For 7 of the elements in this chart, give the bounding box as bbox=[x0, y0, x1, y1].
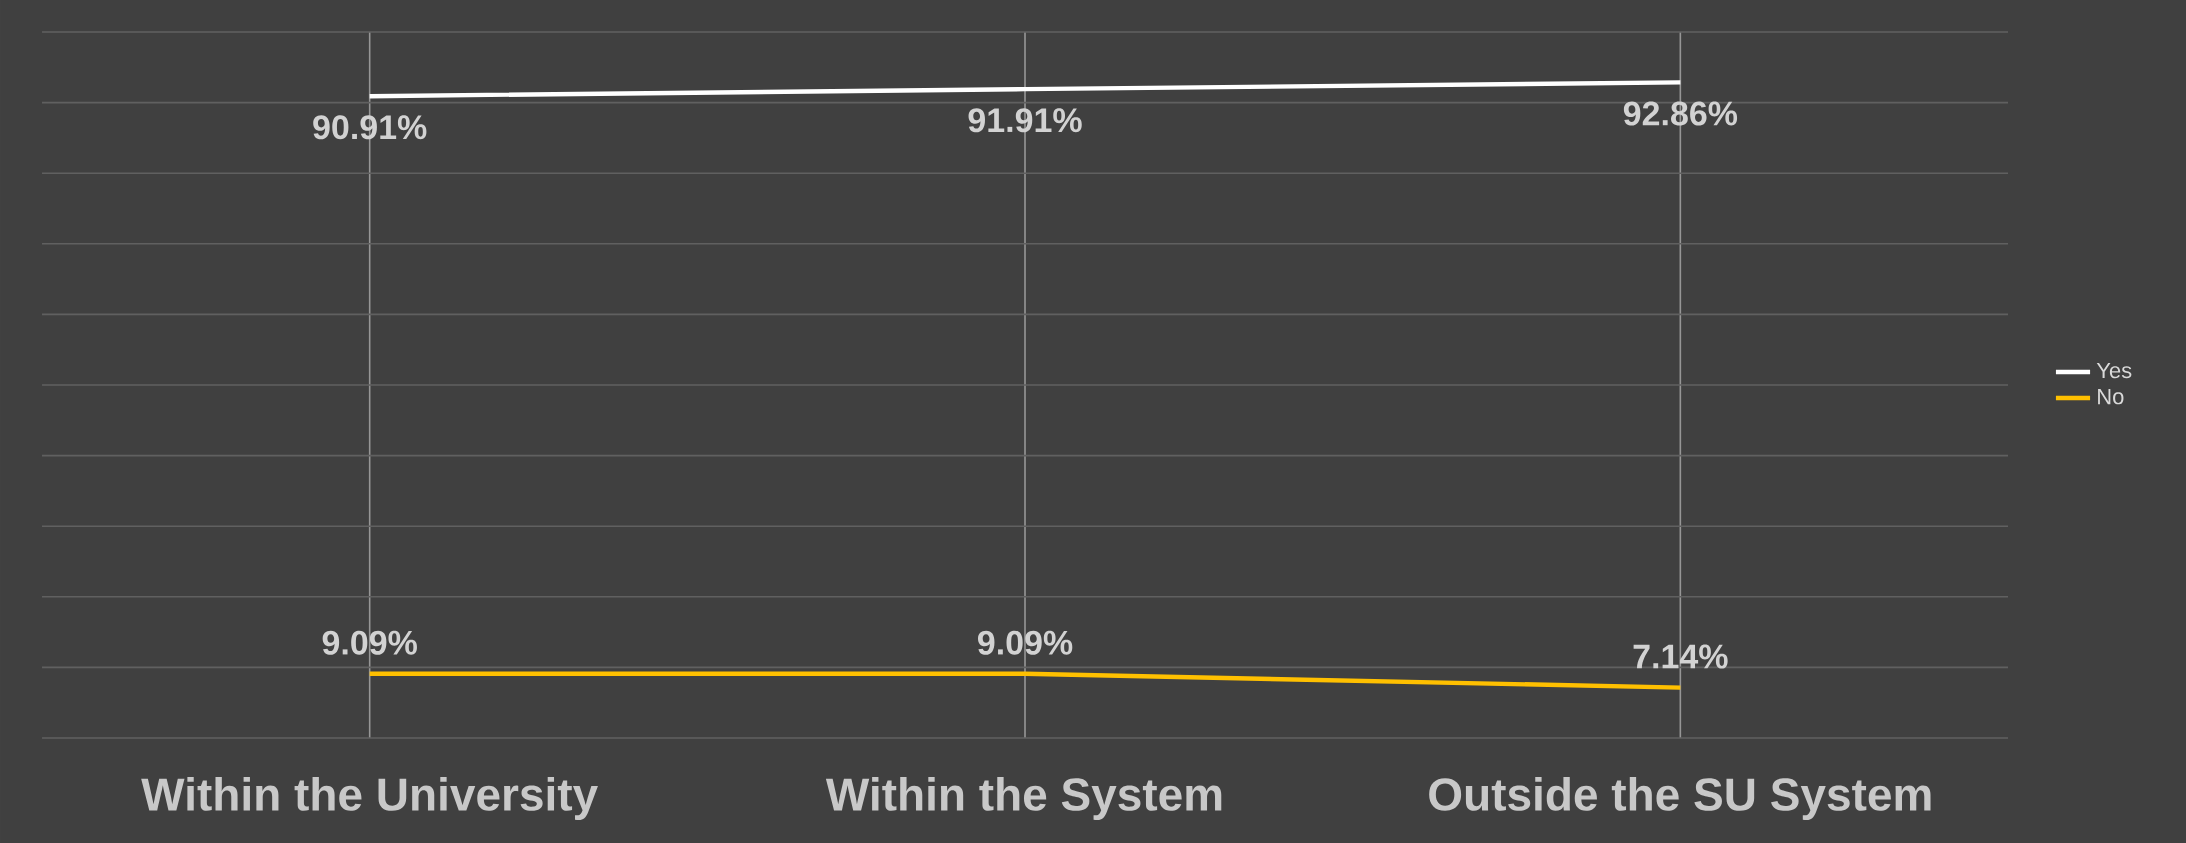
legend-label: Yes bbox=[2096, 362, 2132, 379]
data-label: 9.09% bbox=[978, 630, 1073, 655]
data-label: 91.91% bbox=[968, 108, 1082, 133]
x-tick-label: Within the University bbox=[141, 777, 598, 820]
x-tick-label: Within the System bbox=[825, 777, 1222, 820]
x-tick-label: Outside the SU System bbox=[1429, 777, 1931, 820]
legend-label: No bbox=[2098, 389, 2124, 405]
